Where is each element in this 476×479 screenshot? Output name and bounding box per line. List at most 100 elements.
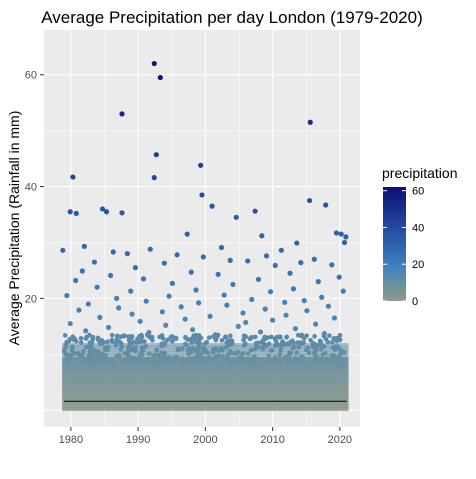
background-point [330, 363, 335, 368]
data-point [235, 323, 241, 329]
background-point [179, 346, 185, 352]
legend-colorbar [383, 187, 406, 301]
density-band-segment [62, 387, 349, 392]
background-point [224, 357, 230, 362]
data-point [79, 268, 85, 274]
background-point [330, 339, 335, 345]
background-point [227, 348, 233, 354]
background-point [241, 337, 246, 343]
background-point [114, 336, 120, 342]
background-point [236, 358, 242, 364]
density-band-segment [62, 401, 349, 406]
background-point [259, 345, 265, 351]
background-point [293, 355, 299, 361]
background-point [225, 352, 231, 358]
background-point [197, 341, 202, 346]
data-point [71, 336, 77, 342]
data-point [269, 317, 276, 323]
background-point [239, 355, 245, 361]
background-point [278, 360, 283, 366]
data-point [249, 296, 255, 303]
background-point [90, 334, 96, 340]
data-point [267, 289, 274, 295]
background-point [318, 340, 324, 345]
background-point [272, 336, 278, 342]
data-point [207, 313, 213, 319]
data-point [114, 295, 120, 301]
background-point [266, 341, 272, 347]
background-point [175, 346, 181, 352]
background-point [258, 362, 264, 368]
background-point [320, 352, 326, 358]
background-point [327, 333, 332, 338]
data-point [272, 262, 278, 269]
legend-title: precipitation [382, 165, 458, 181]
background-point [195, 347, 201, 353]
data-point [189, 327, 196, 333]
density-band-segment [62, 368, 349, 372]
background-point [119, 344, 124, 349]
background-point [162, 350, 168, 356]
density-band-segment [62, 371, 349, 375]
dense-data-band [61, 332, 349, 411]
data-point [301, 298, 307, 304]
background-point [95, 353, 101, 359]
background-point [268, 359, 273, 365]
density-band-segment [62, 396, 349, 400]
background-point [225, 343, 231, 349]
background-point [156, 352, 161, 358]
data-point [299, 340, 305, 346]
data-point [227, 257, 233, 263]
color-legend: precipitation 0 20 40 60 [382, 165, 458, 308]
x-tick-label: 2020 [328, 434, 352, 446]
density-band-segment [62, 379, 349, 383]
legend-ticks: 0 20 40 60 [383, 186, 424, 308]
data-point [60, 247, 66, 253]
background-point [183, 334, 188, 340]
data-point [178, 304, 184, 310]
background-point [128, 355, 133, 361]
background-point [164, 360, 170, 366]
background-point [313, 348, 318, 354]
background-point [109, 357, 114, 363]
background-point [295, 361, 300, 366]
background-point [198, 335, 204, 341]
data-point [333, 230, 340, 236]
background-point [150, 361, 156, 366]
data-point [196, 300, 202, 306]
data-point [277, 334, 283, 340]
background-point [204, 339, 210, 345]
background-point [250, 356, 256, 362]
background-point [105, 339, 110, 345]
background-point [189, 340, 194, 346]
background-point [290, 345, 296, 351]
density-band-segment [62, 393, 349, 397]
background-point [310, 341, 315, 346]
data-point [166, 293, 172, 299]
background-point [243, 341, 248, 347]
background-point [318, 346, 324, 352]
data-point [290, 286, 297, 292]
background-point [100, 351, 105, 357]
data-points [60, 60, 349, 346]
background-point [65, 362, 71, 368]
background-point [301, 362, 307, 367]
data-point [188, 269, 194, 275]
background-point [303, 347, 309, 353]
data-point [306, 197, 313, 204]
data-point [67, 320, 73, 327]
background-point [168, 334, 174, 340]
density-band-segment [62, 382, 349, 386]
data-point [137, 318, 143, 324]
background-point [290, 340, 295, 346]
data-point [209, 203, 215, 209]
background-point [136, 361, 142, 367]
background-point [294, 350, 300, 355]
data-point [338, 231, 344, 237]
background-point [318, 357, 323, 362]
background-point [259, 339, 265, 345]
background-point [205, 350, 211, 356]
background-point [210, 347, 216, 352]
data-point [184, 231, 190, 237]
background-point [180, 362, 185, 368]
